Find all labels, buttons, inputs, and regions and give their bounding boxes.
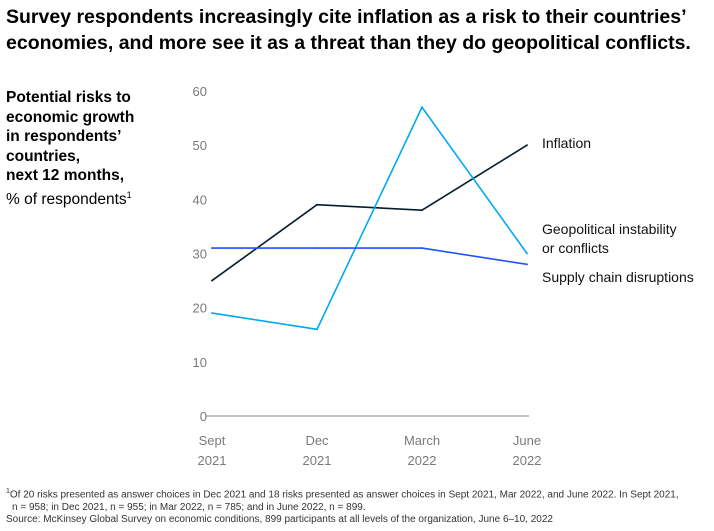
y-tick-label: 30 (193, 247, 207, 262)
footnote-note: 1Of 20 risks presented as answer choices… (6, 486, 712, 502)
y-axis-unit: % of respondents (6, 190, 127, 208)
series-label: Inflation (542, 135, 591, 151)
y-tick-label: 60 (193, 84, 207, 99)
data-point-supply-chain-disruptions (211, 247, 213, 249)
x-tick-label: 2021 (303, 453, 332, 468)
y-tick-label: 10 (193, 355, 207, 370)
y-tick-label: 0 (200, 409, 207, 424)
x-tick-label: June (513, 433, 541, 448)
data-point-inflation (421, 209, 423, 212)
data-point-inflation (526, 144, 528, 147)
series-label: Supply chain disruptions (542, 269, 694, 285)
data-point-geopolitical-instability-or-conflicts (316, 328, 318, 331)
footnote: 1Of 20 risks presented as answer choices… (6, 486, 712, 527)
y-tick-label: 20 (193, 301, 207, 316)
footnote-note-marker: 1 (6, 488, 10, 495)
y-axis-label-line: countries, (6, 147, 81, 165)
x-tick-label: March (404, 433, 440, 448)
x-tick-label: Dec (305, 433, 329, 448)
data-point-supply-chain-disruptions (421, 247, 423, 249)
footnote-source: Source: McKinsey Global Survey on econom… (6, 514, 553, 526)
y-tick-label: 50 (193, 138, 207, 153)
footnote-marker: 1 (126, 189, 132, 200)
y-axis-label-line: Potential risks to (6, 89, 131, 106)
x-tick-label: Sept (199, 433, 226, 448)
x-tick-label: 2021 (198, 453, 227, 468)
chart-title: Survey respondents increasingly cite inf… (6, 6, 691, 54)
footnote-note-text: Of 20 risks presented as answer choices … (9, 489, 679, 501)
data-point-geopolitical-instability-or-conflicts (421, 106, 423, 109)
data-point-geopolitical-instability-or-conflicts (526, 252, 528, 255)
x-tick-label: 2022 (408, 453, 437, 468)
footnote-note-continued: n = 958; in Dec 2021, n = 955; in Mar 20… (12, 501, 366, 513)
series-line-supply-chain-disruptions (212, 247, 528, 266)
data-point-supply-chain-disruptions (316, 247, 318, 249)
data-point-supply-chain-disruptions (526, 263, 528, 266)
y-axis-label: Potential risks to economic growth in re… (6, 88, 176, 209)
series-label: Geopolitical instability (542, 221, 677, 237)
series-line-inflation (211, 144, 528, 282)
y-axis-label-line: in respondents’ (6, 128, 122, 145)
data-point-inflation (316, 203, 318, 206)
series-label: or conflicts (542, 240, 609, 256)
y-axis-label-line: economic growth (6, 108, 135, 126)
y-tick-label: 40 (193, 192, 207, 207)
series-line-geopolitical-instability-or-conflicts (211, 105, 528, 331)
y-axis-label-line: next 12 months, (6, 167, 124, 184)
x-tick-label: 2022 (513, 453, 542, 468)
data-point-inflation (211, 279, 213, 282)
data-point-geopolitical-instability-or-conflicts (211, 312, 213, 314)
